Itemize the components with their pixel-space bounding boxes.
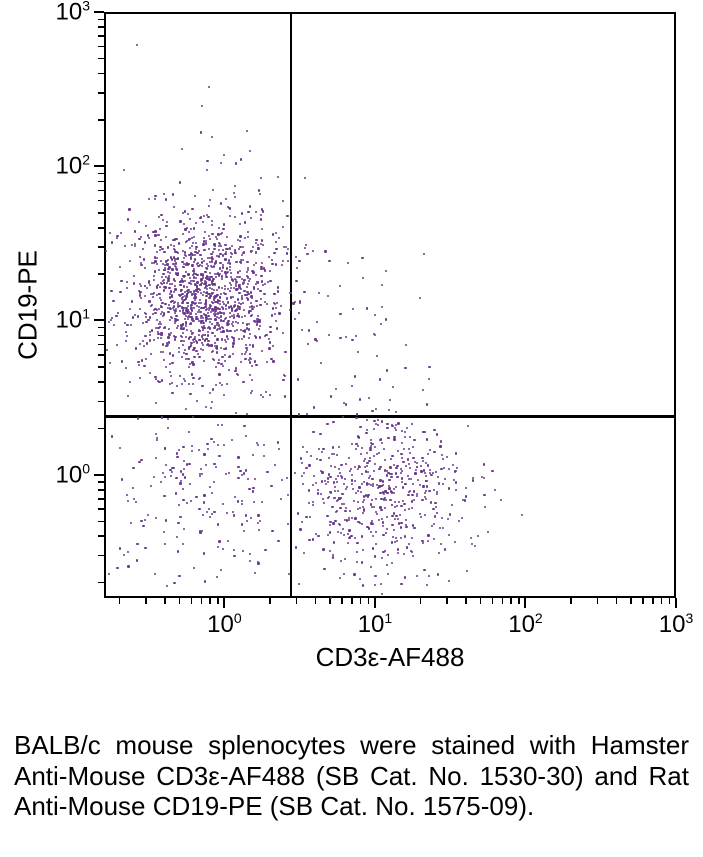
y-tick — [94, 11, 104, 13]
quadrant-horizontal-line — [104, 415, 676, 418]
x-tick — [675, 598, 677, 608]
y-axis-label: CD19-PE — [13, 250, 44, 360]
figure-caption: BALB/c mouse splenocytes were stained wi… — [14, 730, 689, 822]
x-tick — [223, 598, 225, 608]
quadrant-vertical-line — [290, 12, 293, 598]
x-tick — [524, 598, 526, 608]
y-tick — [94, 319, 104, 321]
x-tick-label: 102 — [508, 610, 543, 639]
x-tick-label: 101 — [358, 610, 393, 639]
x-tick — [374, 598, 376, 608]
y-tick-label: 102 — [56, 152, 91, 181]
y-tick-label: 103 — [56, 0, 91, 27]
x-tick-label: 103 — [659, 610, 694, 639]
scatter-chart: 100 101 102 103 100 101 102 103 CD3ε-AF488 CD19… — [0, 0, 703, 720]
y-tick — [94, 474, 104, 476]
y-tick-label: 101 — [56, 306, 91, 335]
y-tick — [94, 165, 104, 167]
y-tick-label: 100 — [56, 460, 91, 489]
x-tick-label: 100 — [207, 610, 242, 639]
x-axis-label: CD3ε-AF488 — [316, 642, 465, 673]
